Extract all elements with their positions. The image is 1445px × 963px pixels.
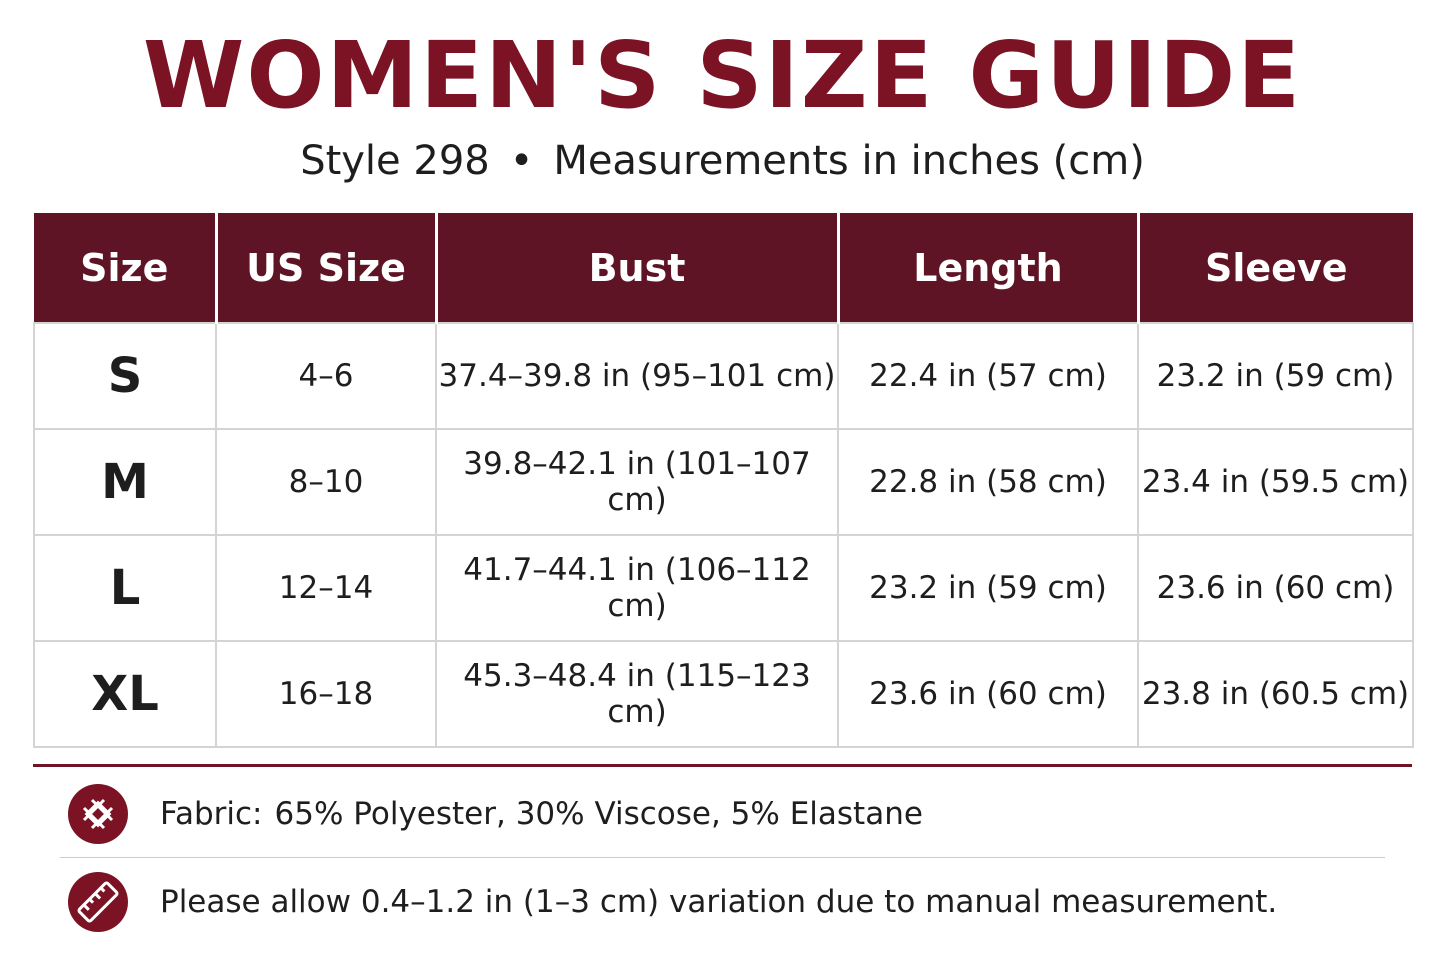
table-cell: 39.8–42.1 in (101–107 cm) [435, 428, 839, 536]
subtitle-style: Style 298 [300, 138, 490, 184]
table-cell: 45.3–48.4 in (115–123 cm) [435, 640, 839, 748]
table-row: L 12–14 41.7–44.1 in (106–112 cm) 23.2 in (… [33, 534, 1414, 642]
subtitle: Style 298 • Measurements in inches (cm) [0, 138, 1445, 184]
header-row: Size US Size Bust Length Sleeve [34, 213, 1413, 323]
table-cell: 23.2 in (59 cm) [1137, 322, 1414, 430]
table-cell: 23.2 in (59 cm) [837, 534, 1139, 642]
column-header: Size [34, 213, 216, 323]
column-header: US Size [214, 213, 436, 323]
table-body: S 4–6 37.4–39.8 in (95–101 cm) 22.4 in (57 … [33, 322, 1414, 748]
size-cell: M [33, 428, 217, 536]
fabric-label: Fabric: [160, 796, 263, 832]
table-row: M 8–10 39.8–42.1 in (101–107 cm) 22.8 in (5… [33, 428, 1414, 536]
table-cell: 8–10 [215, 428, 437, 536]
subtitle-separator: • [509, 138, 534, 184]
table-row: XL 16–18 45.3–48.4 in (115–123 cm) 23.6 in … [33, 640, 1414, 748]
table-cell: 23.4 in (59.5 cm) [1137, 428, 1414, 536]
ruler-icon [68, 872, 128, 932]
table-cell: 4–6 [215, 322, 437, 430]
fabric-icon [68, 784, 128, 844]
column-header: Bust [434, 213, 838, 323]
table-cell: 23.8 in (60.5 cm) [1137, 640, 1414, 748]
size-cell: XL [33, 640, 217, 748]
title: WOMEN'S SIZE GUIDE [142, 22, 1303, 129]
size-cell: L [33, 534, 217, 642]
column-header: Length [836, 213, 1138, 323]
table-cell: 41.7–44.1 in (106–112 cm) [435, 534, 839, 642]
size-table: Size US Size Bust Length Sleeve S 4–6 37.4–39.… [33, 213, 1414, 748]
measurement-note: Please allow 0.4–1.2 in (1–3 cm) variati… [60, 867, 1385, 937]
table-cell: 23.6 in (60 cm) [837, 640, 1139, 748]
measurement-text: Please allow 0.4–1.2 in (1–3 cm) variati… [160, 884, 1278, 920]
table-cell: 23.6 in (60 cm) [1137, 534, 1414, 642]
table-cell: 12–14 [215, 534, 437, 642]
table-cell: 22.8 in (58 cm) [837, 428, 1139, 536]
size-cell: S [33, 322, 217, 430]
table-cell: 16–18 [215, 640, 437, 748]
fabric-text: 65% Polyester, 30% Viscose, 5% Elastane [274, 796, 923, 832]
table-cell: 22.4 in (57 cm) [837, 322, 1139, 430]
subtitle-units: Measurements in inches (cm) [553, 138, 1145, 184]
table-row: S 4–6 37.4–39.8 in (95–101 cm) 22.4 in (57 … [33, 322, 1414, 430]
divider [33, 764, 1412, 767]
fabric-note: Fabric: 65% Polyester, 30% Viscose, 5% El… [60, 779, 1385, 858]
column-header: Sleeve [1136, 213, 1413, 323]
table-cell: 37.4–39.8 in (95–101 cm) [435, 322, 839, 430]
